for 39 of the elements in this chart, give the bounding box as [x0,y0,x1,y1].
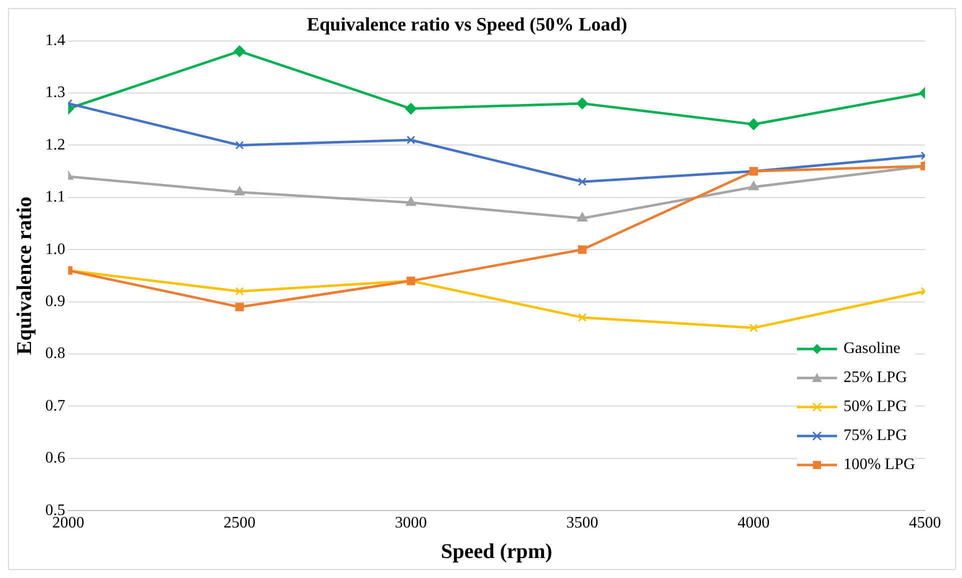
y-tick-label: 1.0 [45,240,66,258]
chart-title: Equivalence ratio vs Speed (50% Load) [306,14,628,36]
point [578,177,587,186]
y-tick-label: 1.4 [45,32,66,50]
point [749,324,758,332]
legend-label: 50% LPG [843,398,907,416]
x-tick-label: 2500 [224,514,256,532]
x-tick-label: 2000 [52,514,84,532]
point [577,212,588,222]
y-tick-label: 1.1 [45,188,66,206]
y-axis-title: Equivalence ratio [12,196,36,355]
point [748,118,760,130]
point [235,302,244,312]
y-tick-label: 0.8 [45,345,66,362]
x-tick-label: 3000 [394,514,427,532]
legend-label: 100% LPG [843,456,915,474]
x-axis-title: Speed (rpm) [440,538,552,563]
point [234,186,245,196]
point [406,196,416,206]
point [578,313,587,322]
point [405,102,417,114]
legend-label: Gasoline [843,340,900,358]
point [406,136,416,144]
point [234,45,246,57]
y-tick-label: 0.6 [45,450,66,467]
x-tick-label: 4500 [909,514,941,532]
y-tick-label: 0.9 [45,293,66,310]
legend-label: 25% LPG [843,368,907,386]
legend-label: 75% LPG [843,426,907,444]
y-tick-label: 1.3 [45,84,66,102]
point [235,287,244,296]
x-tick-label: 3500 [566,514,598,532]
point [235,140,244,150]
point [576,98,588,110]
point [578,245,587,254]
y-tick-label: 1.2 [45,136,66,154]
y-tick-label: 0.7 [45,397,66,414]
x-tick-label: 4000 [738,514,770,532]
point [748,181,759,190]
